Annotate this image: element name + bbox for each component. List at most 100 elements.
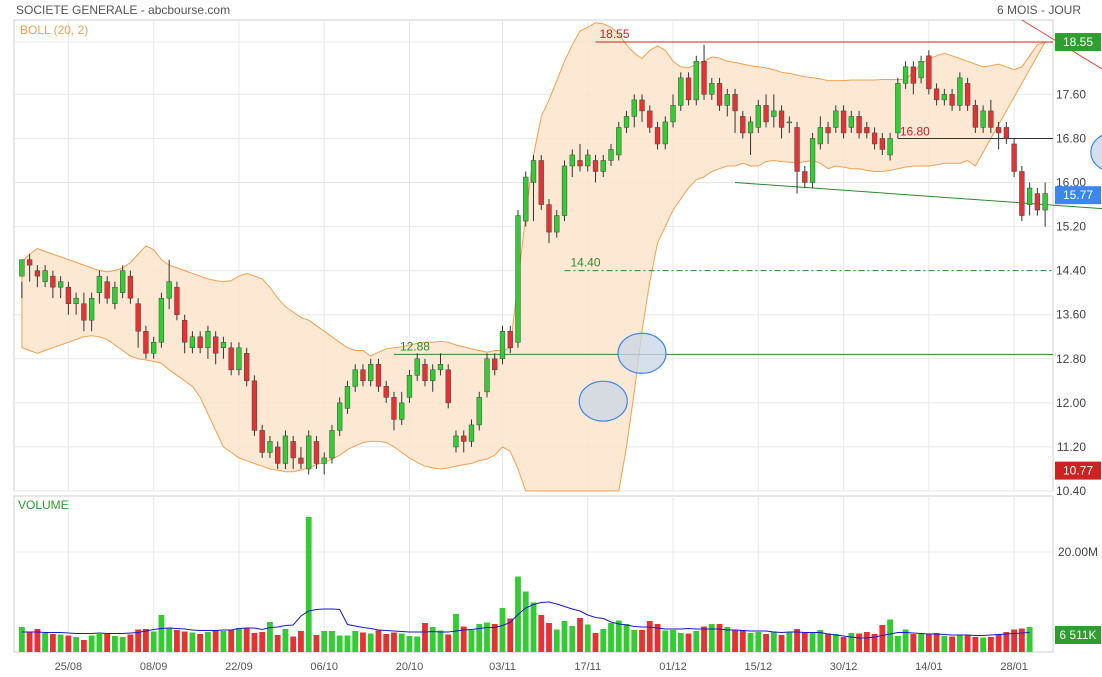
volume-bar [174,630,180,652]
volume-bar [499,608,506,652]
volume-bar [677,633,684,652]
volume-bar [111,636,118,652]
candle-up [980,105,986,133]
candle-body [871,132,878,145]
candle-up [88,292,95,332]
candle-body [639,99,645,112]
candle-down [740,110,746,139]
candle-down [65,281,72,315]
candle-up [817,116,823,150]
candle-up [554,210,560,238]
candle-down [507,325,513,354]
volume-bar [825,633,831,652]
candle-body [530,160,537,183]
x-tick-label: 03/11 [489,661,516,673]
candle-down [391,391,397,431]
candle-body [313,441,320,464]
highlight-circle [1090,134,1102,170]
y-tick-label: 12.80 [1056,352,1086,366]
volume-bar [329,631,335,652]
candle-body [794,127,800,172]
chart-header: SOCIETE GENERALE - abcbourse.com 6 MOIS … [0,0,1102,18]
candle-body [383,386,389,398]
volume-bar [840,637,847,652]
candle-body [213,336,219,354]
candle-body [678,77,684,106]
candle-up [119,265,126,299]
candle-up [670,94,676,128]
candle-up [724,88,730,117]
candle-body [236,347,242,371]
candle-down [879,132,885,155]
candle-up [957,72,963,111]
candle-body [492,358,498,371]
candle-body [306,435,312,470]
volume-bar [267,622,273,652]
volume-bar [561,621,568,652]
volume-bar [685,633,692,652]
volume-bar [375,630,382,652]
candle-down [1011,138,1017,177]
candle-body [399,402,405,420]
volume-bar [856,633,862,652]
volume-bar [987,637,994,652]
candle-up [73,292,79,315]
candle-down [492,353,498,376]
volume-bar [747,633,754,652]
volume-bar [538,615,545,652]
x-tick-label: 25/08 [55,661,83,673]
low-marker-badge-text: 10.77 [1063,464,1093,478]
x-tick-label: 01/12 [659,661,687,673]
candle-body [802,171,808,183]
volume-ma-line [21,601,1030,639]
candle-up [282,430,289,469]
volume-bar [73,637,80,652]
volume-bar [732,630,738,652]
candle-down [864,121,870,139]
candle-body [42,270,48,282]
volume-last-badge: 6 511K [1055,626,1101,644]
volume-bar [786,632,793,652]
candle-up [484,353,490,398]
candle-body [933,88,940,101]
candle-body [701,61,707,95]
low-marker-badge: 10.77 [1055,461,1101,480]
volume-bar [801,632,808,652]
volume-bar [956,635,963,652]
volume-last-badge-text: 6 511K [1059,628,1096,642]
volume-bar [755,632,762,652]
candle-up [608,143,614,166]
candles [19,44,1048,475]
y-tick-label: 11.20 [1057,440,1086,454]
candle-up [530,154,537,222]
candle-down [685,72,692,106]
candle-up [747,116,754,155]
candle-down [995,121,1002,150]
candle-down [654,121,661,150]
candle-body [740,116,746,134]
candle-down [228,342,234,376]
candle-body [166,281,172,299]
candle-body [1019,171,1025,216]
candle-down [732,88,738,133]
candle-up [151,336,157,359]
candle-body [1003,127,1010,139]
volume-bar [631,630,638,652]
candle-down [182,314,188,354]
candle-up [236,342,242,376]
volume-bar [205,632,211,652]
candle-up [693,55,699,106]
candle-body [980,110,986,128]
candle-up [189,331,196,354]
candle-body [143,330,149,354]
candle-up [205,325,211,359]
volume-bar [600,629,607,652]
volume-bar [158,615,165,652]
candle-down [910,61,916,95]
level-label-1680: 16.80 [900,124,930,138]
volume-bar [739,630,746,652]
volume-bar [832,634,839,652]
volume-bar [484,622,490,652]
volume-bar [701,626,707,652]
period-label[interactable]: 6 MOIS - JOUR [996,3,1081,17]
